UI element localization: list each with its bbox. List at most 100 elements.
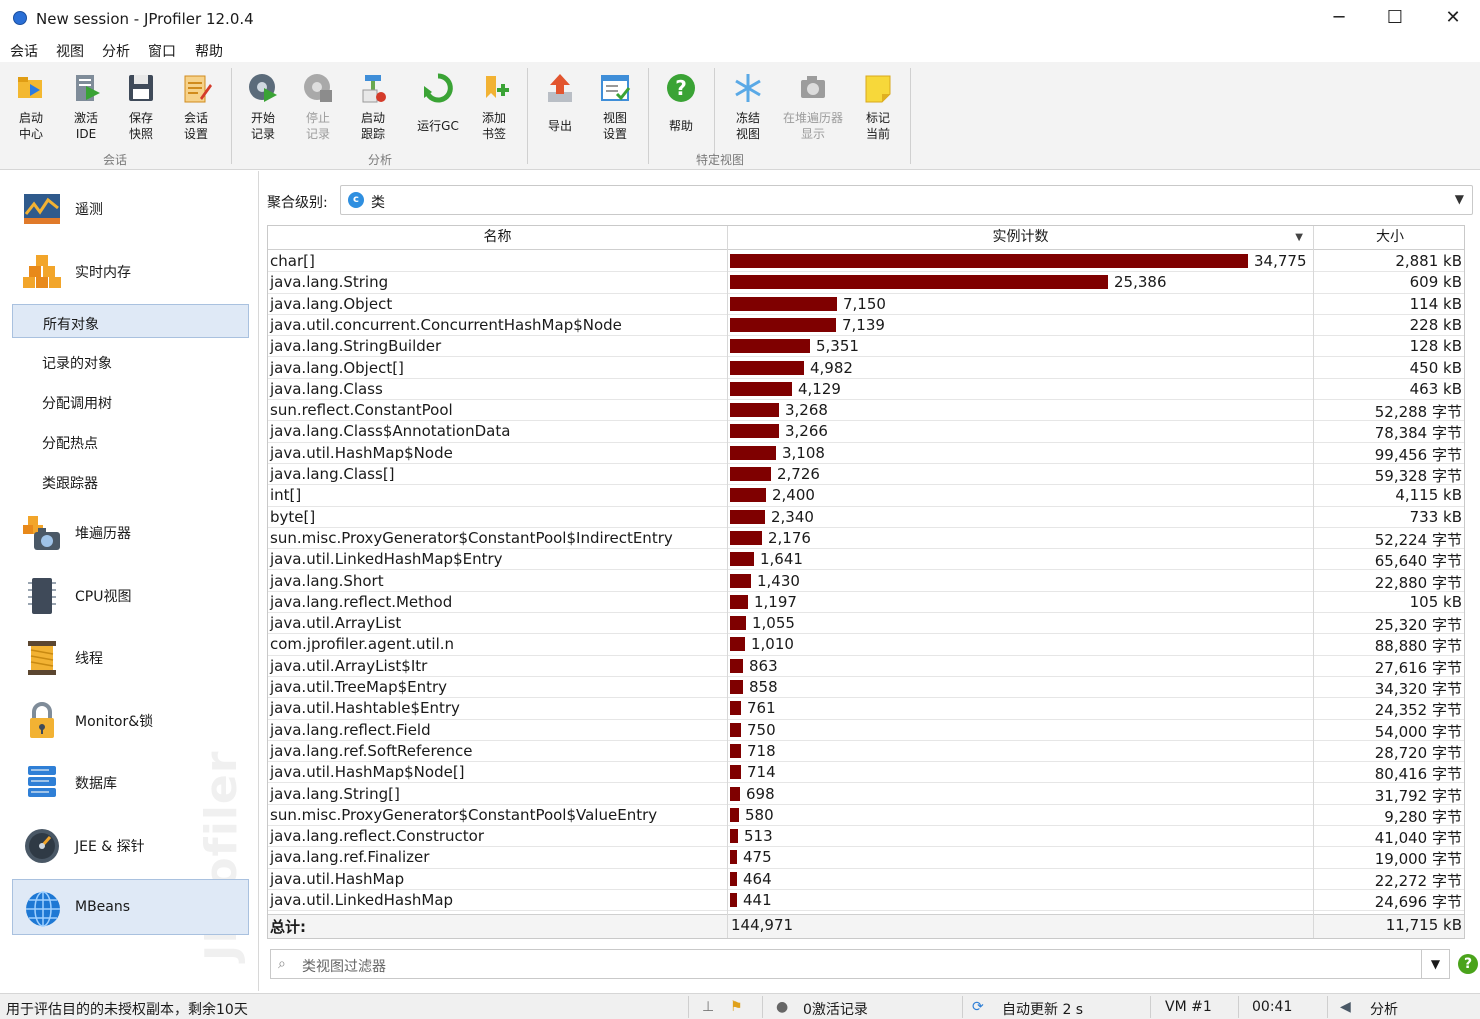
- active-recordings-status[interactable]: 0激活记录: [803, 1002, 868, 1018]
- size-cell: 52,224 字节: [1374, 530, 1462, 549]
- run-gc-button[interactable]: 运行GC: [410, 68, 466, 148]
- view-settings-icon: [601, 75, 631, 101]
- nav-threads[interactable]: 线程: [0, 629, 258, 685]
- instance-count-cell: 7,150: [843, 294, 886, 313]
- nav-live-memory[interactable]: 实时内存: [0, 243, 258, 299]
- menu-help[interactable]: 帮助: [195, 44, 223, 60]
- class-filter-input[interactable]: ⌕ 类视图过滤器 ▼: [270, 949, 1450, 979]
- class-name-cell: java.lang.Object: [270, 294, 393, 313]
- auto-update-status[interactable]: 自动更新 2 s: [1002, 1002, 1084, 1018]
- table-row[interactable]: java.lang.String[] 698 31,792 字节: [268, 784, 1464, 805]
- menu-view[interactable]: 视图: [56, 44, 84, 60]
- nav-cpu-views[interactable]: CPU视图: [0, 567, 258, 623]
- activate-ide-button[interactable]: 激活 IDE: [58, 68, 114, 148]
- table-row[interactable]: sun.misc.ProxyGenerator$ConstantPool$Val…: [268, 805, 1464, 827]
- show-in-heap-walker-icon: [801, 76, 825, 98]
- nav-telemetry[interactable]: 遥测: [0, 180, 258, 236]
- add-bookmark-label: 添加 书签: [481, 111, 506, 141]
- elapsed-time: 00:41: [1252, 999, 1293, 1015]
- table-row[interactable]: byte[] 2,340 733 kB: [268, 507, 1464, 528]
- table-row[interactable]: int[] 2,400 4,115 kB: [268, 485, 1464, 507]
- table-row[interactable]: java.util.concurrent.ConcurrentHashMap$N…: [268, 315, 1464, 337]
- table-row[interactable]: java.lang.Class[] 2,726 59,328 字节: [268, 464, 1464, 486]
- table-row[interactable]: java.util.ArrayList$Itr 863 27,616 字节: [268, 656, 1464, 677]
- table-row[interactable]: java.lang.Object 7,150 114 kB: [268, 294, 1464, 315]
- table-row[interactable]: java.lang.ref.Finalizer 475 19,000 字节: [268, 847, 1464, 869]
- nav-allocation-call-tree[interactable]: 分配调用树: [12, 384, 249, 418]
- minimize-button[interactable]: ─: [1333, 7, 1345, 28]
- class-name-cell: sun.misc.ProxyGenerator$ConstantPool$Ind…: [270, 528, 673, 547]
- run-gc-icon: [424, 73, 453, 103]
- export-button[interactable]: 导出: [532, 68, 588, 148]
- instance-count-cell: 34,775: [1254, 252, 1307, 270]
- instance-count-bar: [730, 893, 737, 907]
- nav-database[interactable]: 数据库: [0, 754, 258, 810]
- table-row[interactable]: java.util.HashMap 464 22,272 字节: [268, 869, 1464, 890]
- table-row[interactable]: com.jprofiler.agent.util.n 1,010 88,880 字节: [268, 634, 1464, 656]
- filter-dropdown-button[interactable]: ▼: [1421, 950, 1449, 978]
- table-row[interactable]: java.util.Hashtable$Entry 761 24,352 字节: [268, 698, 1464, 720]
- instance-count-bar: [730, 360, 804, 375]
- table-row[interactable]: java.util.TreeMap$Entry 858 34,320 字节: [268, 677, 1464, 699]
- table-row[interactable]: java.lang.Object[] 4,982 450 kB: [268, 358, 1464, 379]
- flag-icon[interactable]: ⚑: [730, 999, 743, 1015]
- table-row[interactable]: sun.misc.ProxyGenerator$ConstantPool$Ind…: [268, 528, 1464, 550]
- help-icon: ?: [667, 74, 695, 102]
- table-row[interactable]: sun.reflect.ConstantPool 3,268 52,288 字节: [268, 400, 1464, 422]
- freeze-view-button[interactable]: 冻结 视图: [720, 68, 776, 148]
- table-row[interactable]: java.lang.reflect.Field 750 54,000 字节: [268, 720, 1464, 741]
- toolbar-separator: [714, 68, 715, 164]
- nav-heap-walker[interactable]: 堆遍历器: [0, 504, 258, 560]
- table-row[interactable]: java.lang.Class$AnnotationData 3,266 78,38…: [268, 421, 1464, 443]
- pin-icon[interactable]: ⊥: [702, 999, 715, 1015]
- table-row[interactable]: java.lang.Class 4,129 463 kB: [268, 379, 1464, 401]
- column-header-instance-count[interactable]: 实例计数 ▼: [728, 226, 1314, 250]
- column-header-name[interactable]: 名称: [268, 226, 728, 250]
- status-bar: 用于评估目的的未授权副本，剩余10天 ⊥ ⚑ ● 0激活记录 ⟳ 自动更新 2 …: [0, 993, 1480, 1019]
- table-row[interactable]: java.lang.reflect.Method 1,197 105 kB: [268, 592, 1464, 614]
- launch-center-button[interactable]: 启动 中心: [3, 68, 59, 148]
- maximize-button[interactable]: ☐: [1386, 7, 1404, 28]
- table-row[interactable]: java.lang.Short 1,430 22,880 字节: [268, 571, 1464, 592]
- table-row[interactable]: java.lang.ref.SoftReference 718 28,720 字节: [268, 741, 1464, 763]
- aggregation-select[interactable]: c 类 ▼: [340, 185, 1473, 215]
- column-header-size[interactable]: 大小: [1314, 226, 1464, 250]
- table-row[interactable]: java.util.ArrayList 1,055 25,320 字节: [268, 613, 1464, 635]
- menu-session[interactable]: 会话: [10, 44, 38, 60]
- start-tracking-button[interactable]: 启动 跟踪: [345, 68, 401, 148]
- nav-mbeans[interactable]: MBeans: [12, 879, 249, 935]
- close-button[interactable]: ✕: [1445, 7, 1461, 28]
- stop-recording-button[interactable]: 停止 记录: [290, 68, 346, 148]
- class-name-cell: java.lang.Class[]: [270, 465, 395, 483]
- mark-current-button[interactable]: 标记 当前: [850, 68, 906, 148]
- add-bookmark-button[interactable]: 添加 书签: [466, 68, 522, 148]
- start-recording-button[interactable]: 开始 记录: [235, 68, 291, 148]
- table-row[interactable]: java.lang.StringBuilder 5,351 128 kB: [268, 336, 1464, 358]
- nav-monitor-locks[interactable]: Monitor&锁: [0, 692, 258, 748]
- nav-allocation-hotspots[interactable]: 分配热点: [12, 424, 249, 458]
- nav-class-tracker[interactable]: 类跟踪器: [12, 464, 249, 498]
- table-row[interactable]: java.util.HashMap$Node[] 714 80,416 字节: [268, 762, 1464, 784]
- nav-jee-probes[interactable]: JEE & 探针: [0, 817, 258, 873]
- nav-all-objects[interactable]: 所有对象: [12, 304, 249, 338]
- help-button[interactable]: ? 帮助: [653, 68, 709, 148]
- size-cell: 54,000 字节: [1374, 722, 1462, 741]
- table-row[interactable]: java.util.LinkedHashMap$Entry 1,641 65,640…: [268, 549, 1464, 571]
- session-settings-button[interactable]: 会话 设置: [168, 68, 224, 148]
- show-in-heap-walker-button[interactable]: 在堆遍历器 显示: [776, 68, 850, 148]
- table-row[interactable]: java.util.HashMap$Node 3,108 99,456 字节: [268, 443, 1464, 464]
- menu-analysis[interactable]: 分析: [102, 44, 130, 60]
- table-row[interactable]: java.util.LinkedHashMap 441 24,696 字节: [268, 890, 1464, 912]
- save-snapshot-button[interactable]: 保存 快照: [113, 68, 169, 148]
- filter-help-icon[interactable]: ?: [1458, 954, 1478, 974]
- table-row[interactable]: char[] 34,775 2,881 kB: [268, 251, 1464, 273]
- table-row[interactable]: java.lang.String 25,386 609 kB: [268, 272, 1464, 294]
- column-header-instance-count-label: 实例计数: [992, 229, 1049, 245]
- nav-recorded-objects[interactable]: 记录的对象: [12, 344, 249, 378]
- table-row[interactable]: java.lang.reflect.Constructor 513 41,040 字…: [268, 826, 1464, 848]
- view-settings-button[interactable]: 视图 设置: [587, 68, 643, 148]
- toolbar-separator: [910, 68, 911, 164]
- menu-window[interactable]: 窗口: [148, 44, 176, 60]
- column-header-name-label: 名称: [483, 229, 512, 245]
- class-name-cell: java.lang.String: [270, 273, 389, 292]
